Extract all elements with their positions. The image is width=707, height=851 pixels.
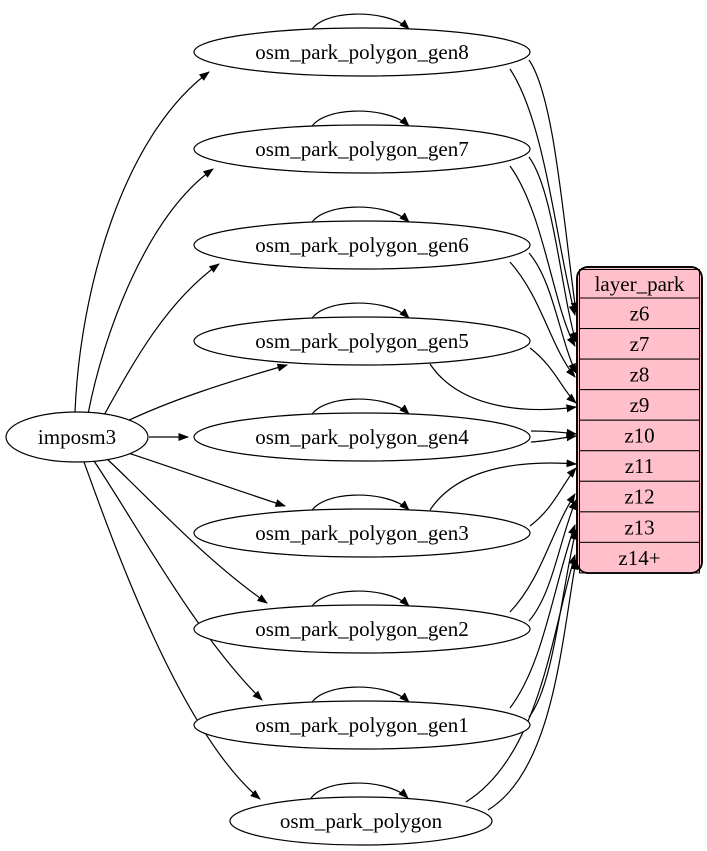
edge-osm_park_polygon_gen8-to-layer_park-z6-a xyxy=(528,59,579,313)
table-row-z11 xyxy=(579,450,700,482)
edge-osm_park_polygon_gen8-to-layer_park-z6-b xyxy=(509,68,577,316)
edge-osm_park_polygon_gen2-to-layer_park-z12-a xyxy=(528,499,577,622)
edge-osm_park_polygon_gen1-to-layer_park-z13-a xyxy=(528,529,578,718)
table-outer-border xyxy=(576,266,703,574)
edge-osm_park_polygon-to-layer_park-z14+-b xyxy=(465,554,577,803)
table-row-label-z9: z9 xyxy=(630,393,650,417)
self-loop-osm_park_polygon_gen6 xyxy=(309,206,410,227)
edge-imposm3-to-osm_park_polygon_gen7 xyxy=(87,168,214,415)
edge-osm_park_polygon_gen4-to-layer_park-z10-b xyxy=(530,433,577,443)
table-row-z12 xyxy=(579,480,700,513)
edge-imposm3-to-osm_park_polygon_gen8 xyxy=(74,71,210,413)
edge-osm_park_polygon-to-layer_park-z14+-a xyxy=(487,559,579,811)
table-row-z6 xyxy=(579,297,700,330)
table-row-z13 xyxy=(579,511,700,543)
node-osm_park_polygon_gen1 xyxy=(193,700,531,750)
node-label-osm_park_polygon_gen4: osm_park_polygon_gen4 xyxy=(255,425,469,449)
table-title: layer_park xyxy=(595,272,685,296)
edge-osm_park_polygon_gen7-to-layer_park-z7-b xyxy=(509,165,576,347)
edge-osm_park_polygon_gen7-to-layer_park-z7-a xyxy=(528,156,578,343)
node-imposm3 xyxy=(5,411,149,463)
table-row-label-z10: z10 xyxy=(624,424,654,448)
edge-imposm3-to-osm_park_polygon_gen5 xyxy=(120,363,288,425)
edge-imposm3-to-osm_park_polygon_gen2 xyxy=(105,457,268,604)
node-osm_park_polygon_gen4 xyxy=(193,412,531,462)
self-loop-osm_park_polygon_gen7 xyxy=(309,110,410,131)
node-osm_park_polygon_gen3 xyxy=(193,508,531,558)
node-osm_park_polygon_gen2 xyxy=(193,604,531,654)
self-loop-osm_park_polygon_gen4 xyxy=(309,398,410,419)
edge-osm_park_polygon_gen5-to-layer_park-z9-b xyxy=(429,363,577,413)
node-osm_park_polygon_gen6 xyxy=(193,220,531,270)
node-label-osm_park_polygon_gen6: osm_park_polygon_gen6 xyxy=(255,233,468,257)
node-osm_park_polygon_gen7 xyxy=(193,124,531,174)
node-label-osm_park_polygon_gen5: osm_park_polygon_gen5 xyxy=(255,329,468,353)
node-osm_park_polygon_gen5 xyxy=(193,316,531,366)
edges-layer xyxy=(74,13,579,811)
edge-imposm3-to-osm_park_polygon_gen3 xyxy=(124,451,286,507)
edge-imposm3-to-osm_park_polygon_gen6 xyxy=(102,263,220,418)
node-label-osm_park_polygon_gen2: osm_park_polygon_gen2 xyxy=(255,617,468,641)
table-row-label-z13: z13 xyxy=(624,515,654,539)
node-label-osm_park_polygon_gen3: osm_park_polygon_gen3 xyxy=(255,521,468,545)
self-loop-osm_park_polygon xyxy=(308,782,409,803)
table-row-label-z11: z11 xyxy=(625,454,655,478)
nodes-layer: imposm3 osm_park_polygon_gen8 osm_park_pol… xyxy=(5,27,531,846)
node-osm_park_polygon_gen8 xyxy=(193,27,531,77)
self-loop-osm_park_polygon_gen8 xyxy=(309,13,410,34)
table-layer: layer_park z6 z7 z8 z9 z10 z11 z12 z13 z14+ xyxy=(576,266,703,574)
table-header-cell xyxy=(579,269,700,299)
table-row-z7 xyxy=(579,328,700,360)
edge-osm_park_polygon_gen6-to-layer_park-z8-b xyxy=(509,261,576,378)
table-row-label-z12: z12 xyxy=(624,485,654,509)
node-label-imposm3: imposm3 xyxy=(38,425,116,449)
node-label-osm_park_polygon: osm_park_polygon xyxy=(280,809,443,833)
edge-osm_park_polygon_gen2-to-layer_park-z12-b xyxy=(509,493,576,613)
self-loop-osm_park_polygon_gen2 xyxy=(309,590,410,611)
edge-osm_park_polygon_gen4-to-layer_park-z10-a xyxy=(530,428,577,437)
node-label-osm_park_polygon_gen7: osm_park_polygon_gen7 xyxy=(255,137,468,161)
edge-osm_park_polygon_gen1-to-layer_park-z13-b xyxy=(509,524,576,709)
node-label-osm_park_polygon_gen8: osm_park_polygon_gen8 xyxy=(255,40,468,64)
edge-osm_park_polygon_gen3-to-layer_park-z11-b xyxy=(429,459,577,511)
edge-osm_park_polygon_gen3-to-layer_park-z11-a xyxy=(529,467,577,527)
edge-osm_park_polygon_gen5-to-layer_park-z9-a xyxy=(529,347,577,404)
self-loop-osm_park_polygon_gen5 xyxy=(309,302,410,323)
self-loop-osm_park_polygon_gen1 xyxy=(309,686,410,707)
self-loop-osm_park_polygon_gen3 xyxy=(309,494,410,515)
edge-osm_park_polygon_gen6-to-layer_park-z8-a xyxy=(528,252,577,374)
table-row-z14+ xyxy=(579,541,700,574)
node-osm_park_polygon xyxy=(229,796,493,846)
table-row-label-z7: z7 xyxy=(630,332,650,356)
table-row-label-z14+: z14+ xyxy=(618,546,660,570)
node-label-osm_park_polygon_gen1: osm_park_polygon_gen1 xyxy=(255,713,468,737)
table-row-label-z8: z8 xyxy=(630,363,650,387)
table-row-label-z6: z6 xyxy=(630,301,650,325)
table-row-z9 xyxy=(579,389,700,421)
table-row-z8 xyxy=(579,358,700,391)
edge-imposm3-to-osm_park_polygon_gen1 xyxy=(93,460,263,701)
edge-imposm3-to-osm_park_polygon xyxy=(83,461,261,800)
